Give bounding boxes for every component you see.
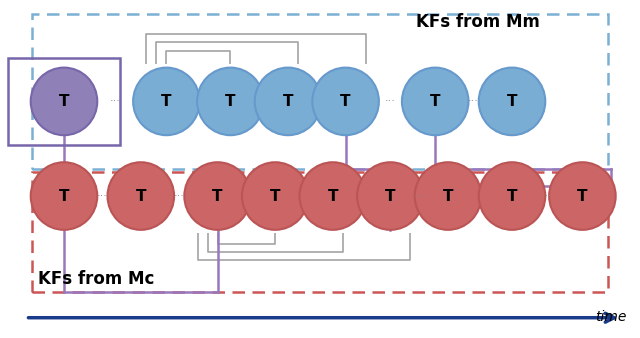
Ellipse shape xyxy=(31,68,97,135)
Text: KFs from Mm: KFs from Mm xyxy=(416,13,540,31)
Text: T: T xyxy=(577,189,588,203)
Text: T: T xyxy=(328,189,338,203)
Ellipse shape xyxy=(300,162,366,230)
Text: T: T xyxy=(385,189,396,203)
Ellipse shape xyxy=(415,162,481,230)
Text: ···: ··· xyxy=(414,191,424,201)
Ellipse shape xyxy=(31,162,97,230)
Bar xyxy=(8,58,120,145)
Text: T: T xyxy=(212,189,223,203)
Text: T: T xyxy=(507,94,517,109)
Text: ···: ··· xyxy=(542,191,552,201)
Text: ···: ··· xyxy=(385,96,396,106)
Ellipse shape xyxy=(357,162,424,230)
Text: time: time xyxy=(595,310,627,324)
Text: T: T xyxy=(161,94,172,109)
Ellipse shape xyxy=(479,162,545,230)
Text: ···: ··· xyxy=(174,191,184,201)
Text: T: T xyxy=(283,94,293,109)
Text: ···: ··· xyxy=(110,96,120,106)
Text: T: T xyxy=(507,189,517,203)
Ellipse shape xyxy=(133,68,200,135)
Ellipse shape xyxy=(549,162,616,230)
Text: T: T xyxy=(136,189,146,203)
Ellipse shape xyxy=(108,162,174,230)
Text: T: T xyxy=(59,189,69,203)
Ellipse shape xyxy=(479,68,545,135)
Text: ···: ··· xyxy=(97,191,108,201)
Text: T: T xyxy=(225,94,236,109)
Ellipse shape xyxy=(197,68,264,135)
Ellipse shape xyxy=(242,162,308,230)
Text: T: T xyxy=(59,94,69,109)
Ellipse shape xyxy=(402,68,468,135)
Ellipse shape xyxy=(312,68,379,135)
Text: ···: ··· xyxy=(468,96,479,106)
Text: T: T xyxy=(443,189,453,203)
Text: KFs from Mc: KFs from Mc xyxy=(38,270,155,288)
Text: T: T xyxy=(340,94,351,109)
Ellipse shape xyxy=(184,162,251,230)
Text: T: T xyxy=(430,94,440,109)
Text: T: T xyxy=(270,189,280,203)
Ellipse shape xyxy=(255,68,321,135)
